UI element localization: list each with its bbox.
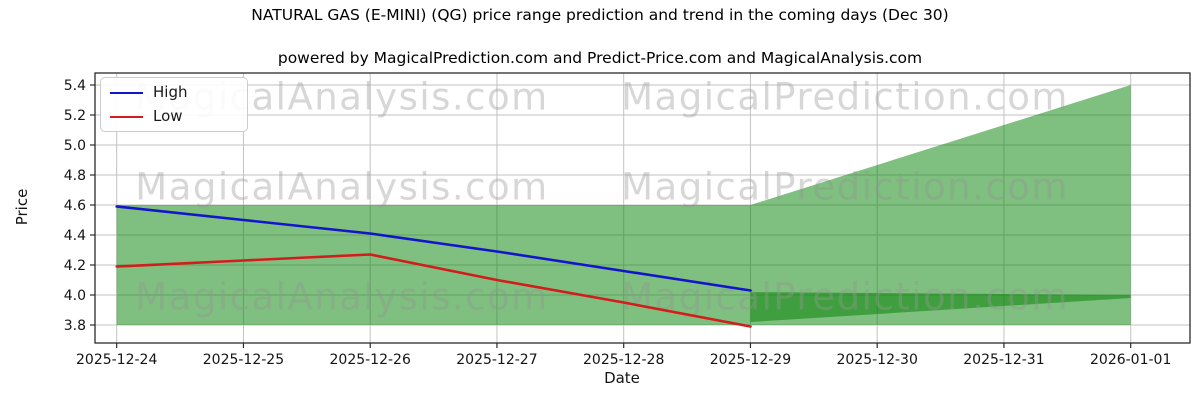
watermark-right: MagicalPrediction.com [621,76,1069,119]
watermark-left: MagicalAnalysis.com [135,276,548,319]
legend-item-high: High [110,85,237,100]
y-tick-label: 4.6 [64,198,86,214]
y-tick-label: 5.2 [64,108,86,124]
x-tick-label: 2025-12-31 [963,352,1044,368]
forecast-range-outer-band [116,85,1131,325]
x-tick-label: 2025-12-25 [203,352,284,368]
x-tick-label: 2025-12-24 [76,352,157,368]
plot-border [94,72,1191,344]
y-tick-label: 4.4 [64,228,86,244]
chart-subtitle: powered by MagicalPrediction.com and Pre… [277,49,923,67]
legend-line-high [110,91,143,94]
y-tick-label: 5.0 [64,138,86,154]
series-line-high [115,205,752,292]
x-tick-label: 2025-12-29 [710,352,791,368]
legend-label: Low [153,107,183,125]
x-tick-label: 2025-12-27 [456,352,537,368]
x-tick-label: 2025-12-26 [330,352,411,368]
legend-line-low [110,115,143,118]
series-line-low [115,253,752,328]
legend-item-low: Low [110,109,237,124]
chart-title: NATURAL GAS (E-MINI) (QG) price range pr… [251,6,949,24]
y-tick-label: 5.4 [64,78,86,94]
y-tick-label: 4.2 [64,258,86,274]
forecast-range-inner-band [750,292,1131,322]
x-tick-label: 2026-01-01 [1090,352,1171,368]
y-tick-label: 3.8 [64,318,86,334]
watermark-right: MagicalPrediction.com [621,166,1069,209]
x-tick-label: 2025-12-28 [583,352,664,368]
legend-label: High [153,83,188,101]
y-tick-label: 4.0 [64,288,86,304]
legend: High Low [100,77,248,132]
y-tick-label: 4.8 [64,168,86,184]
x-axis-label: Date [604,369,640,387]
x-tick-label: 2025-12-30 [837,352,918,368]
watermark-left: MagicalAnalysis.com [135,166,548,209]
